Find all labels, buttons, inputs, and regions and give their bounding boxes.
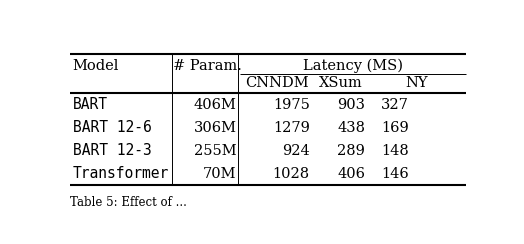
Text: BART 12-3: BART 12-3	[73, 143, 151, 158]
Text: 406M: 406M	[194, 98, 236, 112]
Text: 70M: 70M	[203, 167, 236, 181]
Text: 1279: 1279	[273, 121, 310, 135]
Text: Latency (MS): Latency (MS)	[303, 58, 402, 73]
Text: BART 12-6: BART 12-6	[73, 120, 151, 135]
Text: 289: 289	[337, 144, 365, 158]
Text: 327: 327	[381, 98, 409, 112]
Text: Table 5: Effect of ...: Table 5: Effect of ...	[70, 196, 187, 210]
Text: BART: BART	[73, 97, 108, 112]
Text: 169: 169	[381, 121, 409, 135]
Text: XSum: XSum	[319, 76, 363, 90]
Text: 146: 146	[381, 167, 409, 181]
Text: 903: 903	[337, 98, 365, 112]
Text: 306M: 306M	[193, 121, 236, 135]
Text: 255M: 255M	[194, 144, 236, 158]
Text: 406: 406	[337, 167, 365, 181]
Text: # Param.: # Param.	[173, 59, 242, 72]
Text: 924: 924	[282, 144, 310, 158]
Text: NY: NY	[406, 76, 428, 90]
Text: Model: Model	[73, 59, 119, 72]
Text: Transformer: Transformer	[73, 166, 169, 181]
Text: CNNDM: CNNDM	[245, 76, 308, 90]
Text: 148: 148	[381, 144, 409, 158]
Text: 438: 438	[337, 121, 365, 135]
Text: 1028: 1028	[272, 167, 310, 181]
Text: 1975: 1975	[273, 98, 310, 112]
